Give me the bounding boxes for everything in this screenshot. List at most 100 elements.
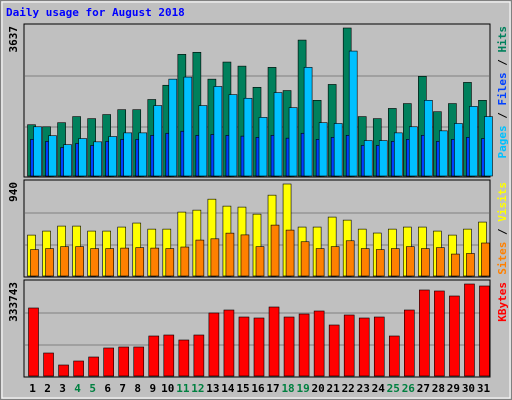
x-tick-label: 3 xyxy=(59,382,66,395)
x-tick-label: 13 xyxy=(206,382,219,395)
bar xyxy=(48,135,57,177)
bar xyxy=(358,317,370,377)
bar xyxy=(90,248,99,277)
y-tick-label: 3637 xyxy=(7,26,20,53)
bar xyxy=(150,247,160,277)
legend-entry: Sites xyxy=(496,242,509,275)
bar xyxy=(285,229,295,277)
bar xyxy=(313,310,325,377)
x-tick-label: 22 xyxy=(342,382,355,395)
bar xyxy=(255,246,265,277)
bar xyxy=(343,314,355,377)
x-tick-label: 25 xyxy=(387,382,400,395)
bar xyxy=(288,107,298,177)
bar xyxy=(243,97,253,177)
bar xyxy=(165,248,175,277)
bar xyxy=(210,238,220,277)
bar xyxy=(449,295,460,377)
bar xyxy=(120,247,130,277)
bar xyxy=(198,105,208,177)
bar xyxy=(258,117,268,177)
bar xyxy=(133,346,145,377)
x-tick-label: 27 xyxy=(417,382,430,395)
bar xyxy=(388,335,400,377)
bar xyxy=(283,316,295,377)
x-tick-label: 4 xyxy=(74,382,81,395)
legend-entry: Visits xyxy=(496,182,509,222)
bar xyxy=(434,290,445,377)
bar xyxy=(228,94,238,177)
bar xyxy=(33,126,42,177)
bar xyxy=(225,232,235,277)
x-tick-label: 28 xyxy=(432,382,445,395)
bar xyxy=(108,136,117,177)
bar xyxy=(93,141,102,177)
bar xyxy=(451,253,460,277)
bar xyxy=(421,248,430,277)
x-tick-label: 14 xyxy=(221,382,235,395)
bar xyxy=(273,92,283,177)
legend-entry: KBytes xyxy=(496,282,509,322)
bar xyxy=(300,241,310,277)
bar xyxy=(270,224,280,277)
legend: KBytes xyxy=(496,282,509,322)
bar xyxy=(439,130,448,177)
bar xyxy=(63,144,72,177)
bar xyxy=(135,247,145,277)
bar xyxy=(424,100,433,177)
x-tick-label: 24 xyxy=(372,382,386,395)
legend-separator: / xyxy=(496,222,509,242)
legend: Pages / Files / Hits xyxy=(496,26,509,159)
bar xyxy=(88,356,99,377)
x-tick-label: 26 xyxy=(402,382,416,395)
bar xyxy=(45,248,54,277)
bar xyxy=(328,324,340,377)
legend: Sites / Visits xyxy=(496,182,509,275)
bar xyxy=(373,316,385,377)
bar xyxy=(464,283,475,377)
bar xyxy=(345,240,355,277)
x-tick-label: 30 xyxy=(462,382,475,395)
legend-separator: / xyxy=(496,106,509,126)
bar xyxy=(163,334,175,377)
bar xyxy=(268,306,280,377)
bar xyxy=(148,335,160,377)
bar xyxy=(43,352,54,377)
x-tick-label: 15 xyxy=(236,382,249,395)
bar xyxy=(193,334,205,377)
bar xyxy=(208,312,220,377)
bar xyxy=(60,246,69,277)
bar xyxy=(484,116,493,177)
bar xyxy=(298,313,310,377)
x-tick-label: 10 xyxy=(161,382,174,395)
x-tick-label: 12 xyxy=(191,382,204,395)
x-tick-label: 18 xyxy=(281,382,294,395)
bar xyxy=(78,138,87,177)
bar xyxy=(333,123,343,177)
x-tick-label: 17 xyxy=(266,382,279,395)
y-tick-label: 940 xyxy=(7,182,20,202)
bar xyxy=(30,249,39,277)
bar xyxy=(375,249,385,277)
bar xyxy=(330,246,340,277)
bar xyxy=(183,76,193,177)
bar xyxy=(253,317,265,377)
bar xyxy=(348,50,358,177)
bar xyxy=(315,248,325,277)
bar xyxy=(360,248,370,277)
bar xyxy=(58,364,69,377)
bar xyxy=(213,86,223,177)
bar xyxy=(363,140,373,177)
x-tick-label: 19 xyxy=(296,382,309,395)
bar xyxy=(75,246,84,277)
bar xyxy=(318,122,328,177)
bar xyxy=(378,140,388,177)
bar xyxy=(390,248,400,277)
x-tick-label: 2 xyxy=(44,382,51,395)
bar xyxy=(118,346,130,377)
bar xyxy=(409,126,418,177)
bar xyxy=(103,347,114,377)
bar xyxy=(479,285,490,377)
bar xyxy=(178,339,190,377)
